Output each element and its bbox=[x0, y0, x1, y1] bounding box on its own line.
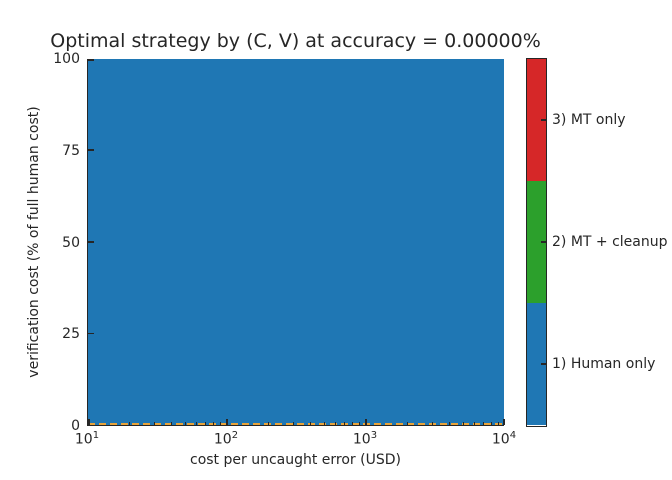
x-tick-base: 10 bbox=[74, 431, 93, 448]
y-tick-mark bbox=[88, 241, 94, 243]
x-minor-tick-mark bbox=[153, 421, 155, 425]
y-tick-label: 75 bbox=[62, 142, 80, 159]
colorbar-tick-mark bbox=[541, 241, 546, 243]
y-tick-mark bbox=[88, 332, 94, 335]
colorbar-tick-mark bbox=[541, 363, 546, 365]
colorbar-label: 1) Human only bbox=[552, 356, 656, 372]
y-tick-label: 100 bbox=[53, 51, 80, 67]
x-tick-base: 10 bbox=[352, 431, 371, 448]
x-minor-tick-mark bbox=[449, 421, 451, 425]
y-tick-label: 50 bbox=[62, 234, 80, 251]
x-tick-mark bbox=[88, 419, 90, 425]
colorbar-label: 2) MT + cleanup bbox=[552, 234, 668, 250]
x-tick-mark bbox=[226, 419, 228, 425]
x-minor-tick-mark bbox=[204, 421, 206, 425]
x-tick-mark bbox=[365, 419, 367, 425]
x-minor-tick-mark bbox=[220, 421, 222, 425]
x-minor-tick-mark bbox=[213, 421, 215, 425]
colorbar-segment bbox=[527, 59, 546, 181]
dashed-boundary-line bbox=[88, 422, 504, 425]
plot-area bbox=[87, 59, 505, 426]
x-tick-label: 101 bbox=[52, 430, 122, 448]
x-minor-tick-mark bbox=[431, 421, 433, 425]
x-tick-label: 102 bbox=[191, 430, 261, 448]
x-minor-tick-mark bbox=[491, 421, 493, 425]
y-tick-mark bbox=[88, 59, 94, 61]
x-minor-tick-mark bbox=[323, 421, 325, 425]
colorbar-segment bbox=[527, 181, 546, 303]
colorbar-segment bbox=[527, 303, 546, 425]
x-tick-base: 10 bbox=[213, 431, 232, 448]
y-tick-mark bbox=[88, 424, 94, 426]
x-minor-tick-mark bbox=[343, 421, 345, 425]
x-minor-tick-mark bbox=[268, 421, 270, 425]
y-tick-label: 25 bbox=[62, 326, 80, 343]
x-minor-tick-mark bbox=[407, 421, 409, 425]
x-tick-label: 103 bbox=[330, 430, 400, 448]
x-minor-tick-mark bbox=[171, 421, 173, 425]
x-tick-base: 10 bbox=[491, 431, 510, 448]
x-minor-tick-mark bbox=[352, 421, 354, 425]
x-minor-tick-mark bbox=[184, 421, 186, 425]
x-minor-tick-mark bbox=[359, 421, 361, 425]
x-minor-tick-mark bbox=[310, 421, 312, 425]
x-minor-tick-mark bbox=[473, 421, 475, 425]
x-minor-tick-mark bbox=[498, 421, 500, 425]
x-tick-label: 104 bbox=[469, 430, 539, 448]
x-tick-exponent: 1 bbox=[92, 430, 100, 441]
x-minor-tick-mark bbox=[195, 421, 197, 425]
chart-title: Optimal strategy by (C, V) at accuracy =… bbox=[50, 30, 541, 52]
x-minor-tick-mark bbox=[482, 421, 484, 425]
colorbar bbox=[526, 58, 547, 427]
x-tick-exponent: 4 bbox=[509, 430, 517, 441]
y-tick-label: 0 bbox=[71, 418, 80, 434]
x-minor-tick-mark bbox=[462, 421, 464, 425]
x-axis-label: cost per uncaught error (USD) bbox=[190, 452, 401, 468]
x-minor-tick-mark bbox=[129, 421, 131, 425]
colorbar-label: 3) MT only bbox=[552, 112, 626, 128]
y-tick-mark bbox=[88, 149, 94, 151]
x-minor-tick-mark bbox=[292, 421, 294, 425]
x-minor-tick-mark bbox=[334, 421, 336, 425]
colorbar-tick-mark bbox=[541, 119, 546, 121]
x-tick-exponent: 3 bbox=[370, 430, 378, 441]
x-tick-mark bbox=[503, 419, 505, 425]
x-tick-exponent: 2 bbox=[231, 430, 239, 441]
